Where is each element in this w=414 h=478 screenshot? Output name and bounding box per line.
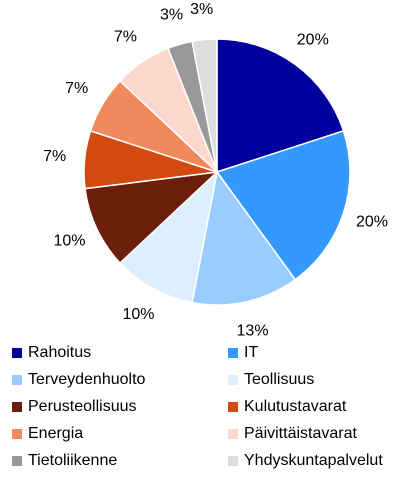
legend-swatch <box>12 348 22 358</box>
data-label: 7% <box>43 148 66 165</box>
pie-slice <box>216 38 345 174</box>
legend-label: Energia <box>28 425 83 442</box>
pie-slice <box>84 170 220 265</box>
pie-slice <box>191 38 218 173</box>
legend-swatch <box>228 402 238 412</box>
data-label: 20% <box>356 214 388 231</box>
data-label: 20% <box>297 31 329 48</box>
legend-swatch <box>228 456 238 466</box>
legend-swatch <box>12 429 22 439</box>
pie-slice <box>215 129 351 281</box>
data-label: 3% <box>160 7 183 24</box>
pie-slice <box>191 170 297 306</box>
legend-swatch <box>12 456 22 466</box>
legend-label: Teollisuus <box>244 371 314 388</box>
data-label: 7% <box>65 80 88 97</box>
legend-label: Terveydenhuolto <box>28 371 146 388</box>
legend-label: IT <box>244 344 258 361</box>
legend-swatch <box>12 375 22 385</box>
legend-label: Päivittäistavarat <box>244 425 357 442</box>
legend-swatch <box>228 348 238 358</box>
data-label: 10% <box>53 233 85 250</box>
legend-swatch <box>12 402 22 412</box>
legend-swatch <box>228 375 238 385</box>
data-label: 7% <box>114 28 137 45</box>
legend-label: Kulutustavarat <box>244 398 347 415</box>
pie-slice <box>118 169 219 304</box>
data-label: 3% <box>190 1 213 18</box>
legend-label: Rahoitus <box>28 344 91 361</box>
legend-label: Perusteollisuus <box>28 398 137 415</box>
data-label: 13% <box>237 322 269 339</box>
data-label: 10% <box>122 306 154 323</box>
legend-label: Tietoliikenne <box>28 452 117 469</box>
legend-label: Yhdyskuntapalvelut <box>244 452 383 469</box>
legend-swatch <box>228 429 238 439</box>
